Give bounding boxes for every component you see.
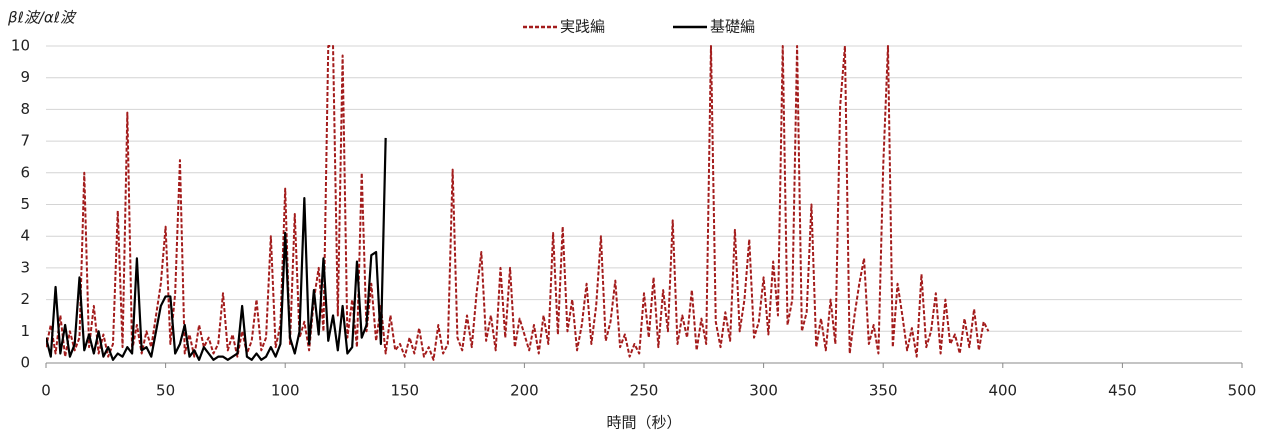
y-tick-label: 10 (11, 37, 30, 55)
series-line (46, 137, 387, 361)
x-tick-label: 50 (156, 382, 175, 400)
x-tick-label: 300 (749, 382, 778, 400)
y-tick-label: 3 (20, 258, 30, 276)
legend-label: 基礎編 (710, 18, 755, 36)
y-tick-label: 9 (20, 68, 30, 86)
y-tick-label: 0 (20, 354, 30, 372)
x-tick-label: 150 (390, 382, 419, 400)
plot-area (46, 45, 990, 361)
x-tick-label: 350 (869, 382, 898, 400)
x-tick-label: 0 (41, 382, 51, 400)
y-tick-label: 1 (20, 322, 30, 340)
y-tick-label: 4 (20, 227, 30, 245)
y-tick-label: 6 (20, 163, 30, 181)
x-axis-label: 時間（秒） (606, 414, 681, 432)
series-line (46, 45, 990, 361)
x-tick-label: 250 (630, 382, 659, 400)
x-tick-label: 450 (1108, 382, 1137, 400)
x-tick-label: 100 (271, 382, 300, 400)
y-axis-label: βℓ波/αℓ波 (7, 9, 77, 27)
x-tick-label: 200 (510, 382, 539, 400)
y-tick-label: 7 (20, 132, 30, 150)
x-tick-label: 500 (1228, 382, 1257, 400)
y-tick-label: 5 (20, 195, 30, 213)
y-tick-label: 8 (20, 100, 30, 118)
y-tick-label: 2 (20, 290, 30, 308)
legend-label: 実践編 (560, 18, 605, 36)
x-tick-label: 400 (988, 382, 1017, 400)
